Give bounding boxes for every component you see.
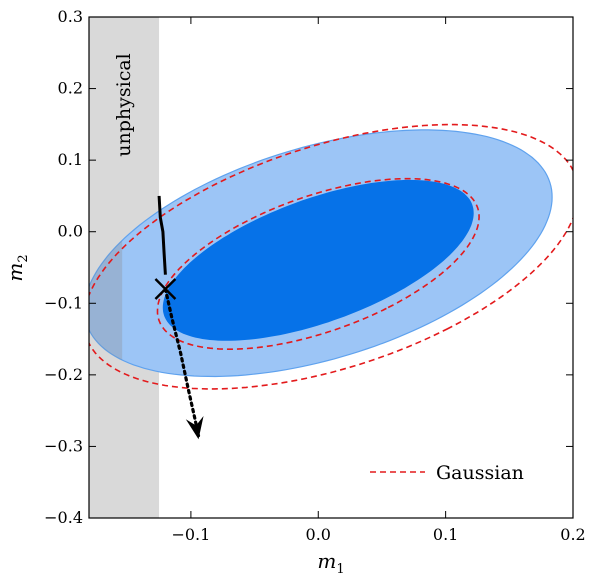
y-axis-label: m2: [3, 254, 31, 281]
marker-x: [154, 278, 177, 300]
x-axis-label: m1: [317, 549, 344, 576]
y-tick-label: −0.3: [44, 436, 83, 455]
x-tick-label: 0.1: [433, 525, 458, 544]
legend-label-gaussian: Gaussian: [436, 462, 524, 484]
x-axis-label-base: m: [317, 549, 336, 573]
y-tick-label: −0.4: [44, 508, 83, 527]
unphysical-label: unphysical: [113, 53, 135, 156]
trajectory-arrowhead: [185, 416, 204, 440]
y-axis-label-sub: 2: [16, 254, 31, 262]
x-ticks: −0.1 0.0 0.1 0.2: [171, 17, 586, 544]
x-axis-label-sub: 1: [336, 562, 344, 576]
y-tick-label: −0.2: [44, 365, 83, 384]
inner-contour-fill: [162, 179, 474, 341]
trajectory-dotted: [163, 287, 201, 438]
gaussian-inner-contour: [156, 177, 480, 350]
legend: Gaussian: [370, 462, 524, 484]
plot-area: [89, 17, 573, 518]
y-tick-label: 0.1: [58, 150, 83, 169]
y-axis-label-base: m: [3, 263, 27, 282]
x-tick-label: 0.0: [306, 525, 331, 544]
plot-frame: [88, 16, 574, 519]
trajectory-solid: [157, 195, 167, 275]
x-tick-label: −0.1: [171, 525, 210, 544]
y-ticks: −0.4 −0.3 −0.2 −0.1 0.0 0.1 0.2 0.3: [44, 7, 573, 527]
y-tick-label: 0.3: [58, 7, 83, 26]
gaussian-outer-contour: [89, 123, 573, 390]
y-tick-label: −0.1: [44, 293, 83, 312]
y-tick-label: 0.0: [58, 222, 83, 241]
x-tick-label: 0.2: [560, 525, 585, 544]
y-tick-label: 0.2: [58, 79, 83, 98]
marker-x-stroke: [154, 278, 177, 300]
